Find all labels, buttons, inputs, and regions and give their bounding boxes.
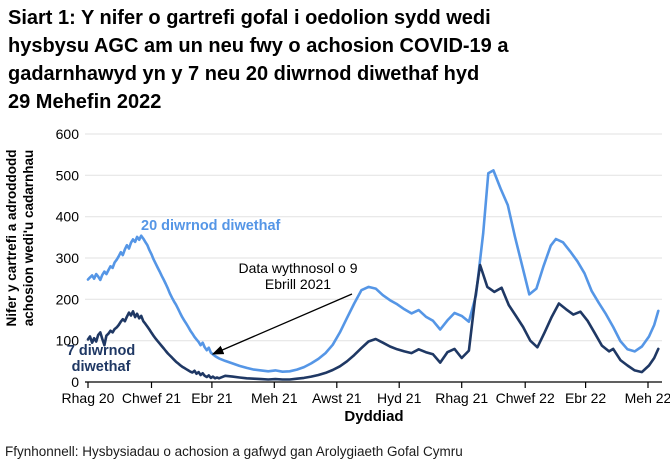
legend-label-7-diwrnod-line: 7 diwrnod bbox=[67, 343, 135, 359]
y-axis-title: Nifer y cartrefi a adroddodd achosion we… bbox=[4, 149, 36, 326]
chart-title-line: Siart 1: Y nifer o gartrefi gofal i oedo… bbox=[8, 7, 491, 29]
series-line-7-diwrnod bbox=[86, 263, 660, 381]
x-tick-label: Rhag 21 bbox=[435, 390, 488, 406]
line-chart: 0 100 200 300 400 500 600 Rhag 20 Chwef 21 Ebr 21… bbox=[4, 126, 670, 425]
y-tick-label: 600 bbox=[56, 126, 80, 142]
x-tick-label: Meh 22 bbox=[625, 390, 670, 406]
x-tick-label: Hyd 21 bbox=[377, 390, 422, 406]
x-tick-label: Rhag 20 bbox=[62, 390, 115, 406]
y-axis-title-line: achosion wedi'u cadarnhau bbox=[21, 150, 36, 327]
y-tick-label: 400 bbox=[56, 209, 80, 225]
annotation-arrow bbox=[211, 293, 353, 355]
gridlines bbox=[85, 133, 662, 342]
x-axis-title: Dyddiad bbox=[344, 408, 403, 425]
y-tick-label: 300 bbox=[56, 250, 80, 266]
y-tick-label: 500 bbox=[56, 167, 80, 183]
x-tick-label: Ebr 21 bbox=[191, 390, 232, 406]
chart-title-line: gadarnhawyd yn y 7 neu 20 diwrnod diweth… bbox=[8, 63, 480, 85]
annotation-weekly-data: Data wythnosol o 9 Ebrill 2021 bbox=[211, 260, 358, 355]
x-tick-label: Chwef 22 bbox=[496, 390, 555, 406]
y-axis-title-line: Nifer y cartrefi a adroddodd bbox=[4, 149, 19, 326]
x-tick-label: Meh 21 bbox=[251, 390, 298, 406]
legend-label-20-diwrnod: 20 diwrnod diwethaf bbox=[141, 218, 281, 234]
chart-title-line: hysbysu AGC am un neu fwy o achosion COV… bbox=[8, 35, 509, 57]
y-tick-label: 200 bbox=[56, 291, 80, 307]
y-tick-label: 0 bbox=[71, 374, 79, 390]
y-tick-label: 100 bbox=[56, 333, 80, 349]
axes: 0 100 200 300 400 500 600 Rhag 20 Chwef 21 Ebr 21… bbox=[56, 126, 670, 406]
data-series bbox=[86, 169, 660, 381]
legend-label-7-diwrnod-line: diwethaf bbox=[72, 359, 131, 375]
series-line-20-diwrnod bbox=[86, 169, 660, 373]
x-tick-label: Chwef 21 bbox=[122, 390, 181, 406]
chart-title-line: 29 Mehefin 2022 bbox=[8, 91, 162, 113]
source-note: Ffynhonnell: Hysbysiadau o achosion a ga… bbox=[5, 444, 463, 459]
annotation-text-line: Ebrill 2021 bbox=[265, 276, 331, 292]
chart-title: Siart 1: Y nifer o gartrefi gofal i oedo… bbox=[8, 4, 658, 116]
x-tick-label: Ebr 22 bbox=[565, 390, 606, 406]
x-tick-label: Awst 21 bbox=[312, 390, 362, 406]
annotation-text-line: Data wythnosol o 9 bbox=[238, 260, 357, 276]
legend-label-7-diwrnod: 7 diwrnod diwethaf bbox=[67, 343, 135, 375]
